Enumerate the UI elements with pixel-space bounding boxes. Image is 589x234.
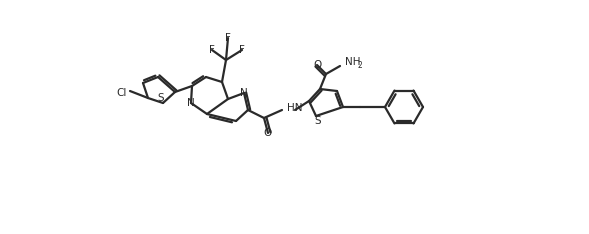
Text: N: N — [187, 98, 195, 108]
Text: N: N — [240, 88, 248, 98]
Text: O: O — [264, 128, 272, 138]
Text: F: F — [225, 33, 231, 43]
Text: F: F — [239, 45, 245, 55]
Text: S: S — [158, 93, 164, 103]
Text: O: O — [313, 60, 321, 70]
Text: 2: 2 — [358, 61, 363, 69]
Text: HN: HN — [287, 103, 303, 113]
Text: F: F — [209, 45, 215, 55]
Text: Cl: Cl — [117, 88, 127, 98]
Text: NH: NH — [345, 57, 360, 67]
Text: S: S — [315, 116, 322, 126]
